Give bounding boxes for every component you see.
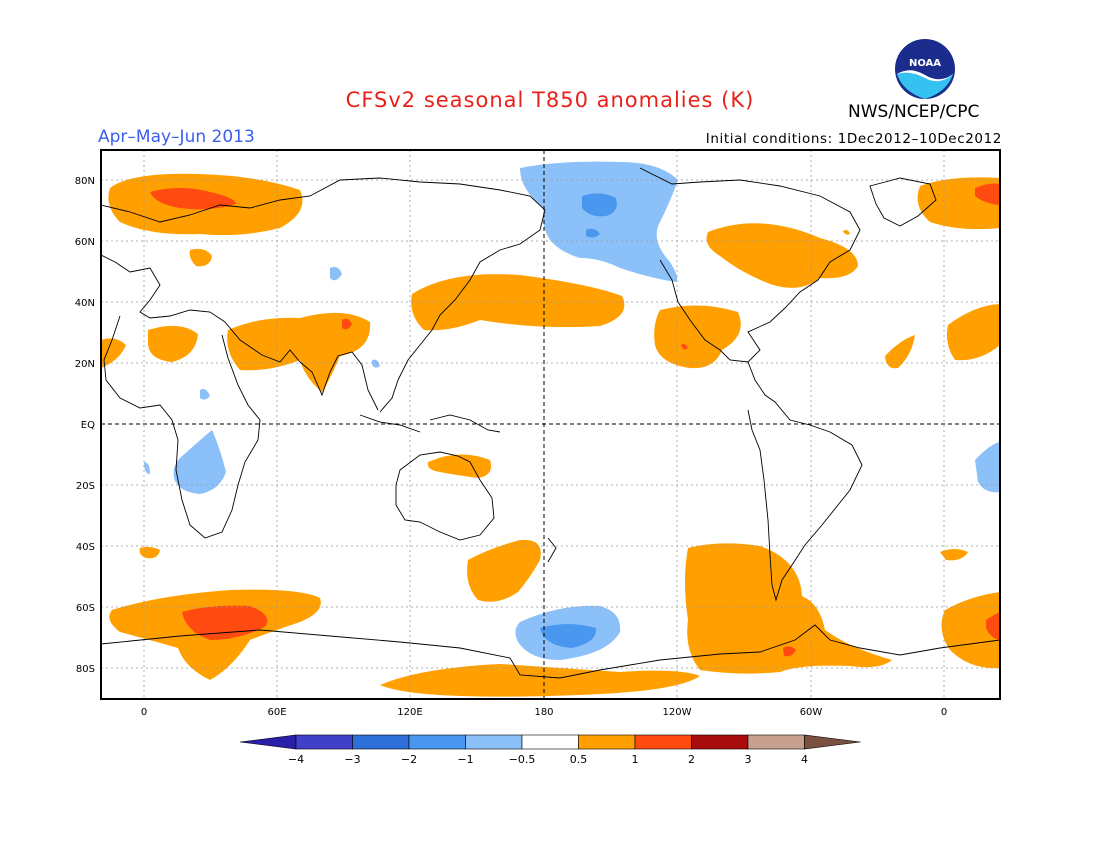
logo-text: NOAA	[909, 58, 941, 69]
colorbar-swatch	[634, 734, 692, 750]
initial-conditions: Initial conditions: 1Dec2012–10Dec2012	[705, 131, 1002, 147]
colorbar-min-arrow	[239, 734, 297, 750]
coastlines	[101, 167, 1000, 679]
agency-label: NWS/NCEP/CPC	[848, 102, 980, 122]
colorbar: −4 −3 −2 −1 −0.5 0.5 1 2 3 4	[239, 734, 861, 766]
strong-cool-anomaly-regions	[540, 193, 617, 648]
colorbar-swatch	[408, 734, 466, 750]
lon-label: 0	[941, 707, 947, 718]
lon-label: 120E	[397, 707, 422, 718]
latitude-axis: 80N 60N 40N 20N EQ 20S 40S 60S 80S	[75, 176, 95, 675]
map-plot	[101, 150, 1000, 699]
colorbar-swatch	[295, 734, 353, 750]
forecast-period: Apr–May–Jun 2013	[98, 127, 255, 147]
colorbar-tick-label: 1	[632, 753, 639, 766]
equator-dateline	[101, 150, 1000, 699]
lat-label: 60N	[75, 237, 95, 248]
colorbar-tick-label: −4	[288, 753, 304, 766]
colorbar-tick-label: 2	[688, 753, 695, 766]
colorbar-tick-label: 4	[801, 753, 808, 766]
lat-label: 60S	[76, 603, 95, 614]
lat-label: 80N	[75, 176, 95, 187]
map-frame	[100, 149, 1001, 700]
lat-label: 20N	[75, 359, 95, 370]
colorbar-tick-label: 3	[745, 753, 752, 766]
lat-label: 80S	[76, 664, 95, 675]
colorbar-tick-label: −1	[457, 753, 473, 766]
lat-label: 40N	[75, 298, 95, 309]
colorbar-swatch	[352, 734, 410, 750]
lat-label: 40S	[76, 542, 95, 553]
cool-anomaly-regions	[144, 161, 1000, 660]
lon-label: 60E	[267, 707, 286, 718]
longitude-axis: 0 60E 120E 180 120W 60W 0	[141, 707, 947, 718]
colorbar-swatch	[521, 734, 579, 750]
colorbar-max-arrow	[804, 734, 861, 750]
lon-label: 180	[534, 707, 553, 718]
noaa-logo-icon: NOAA	[895, 39, 955, 99]
colorbar-tick-label: −2	[401, 753, 417, 766]
lat-label: 20S	[76, 481, 95, 492]
lon-label: 0	[141, 707, 147, 718]
colorbar-swatch	[465, 734, 523, 750]
colorbar-tick-label: −0.5	[509, 753, 536, 766]
chart-title: CFSv2 seasonal T850 anomalies (K)	[345, 88, 755, 112]
colorbar-tick-label: −3	[344, 753, 360, 766]
colorbar-tick-label: 0.5	[570, 753, 588, 766]
lon-label: 120W	[663, 707, 692, 718]
colorbar-swatch	[578, 734, 636, 750]
lon-label: 60W	[800, 707, 823, 718]
graticule	[101, 150, 1000, 699]
lat-label: EQ	[81, 420, 95, 431]
colorbar-swatch	[691, 734, 749, 750]
colorbar-swatch	[747, 734, 805, 750]
